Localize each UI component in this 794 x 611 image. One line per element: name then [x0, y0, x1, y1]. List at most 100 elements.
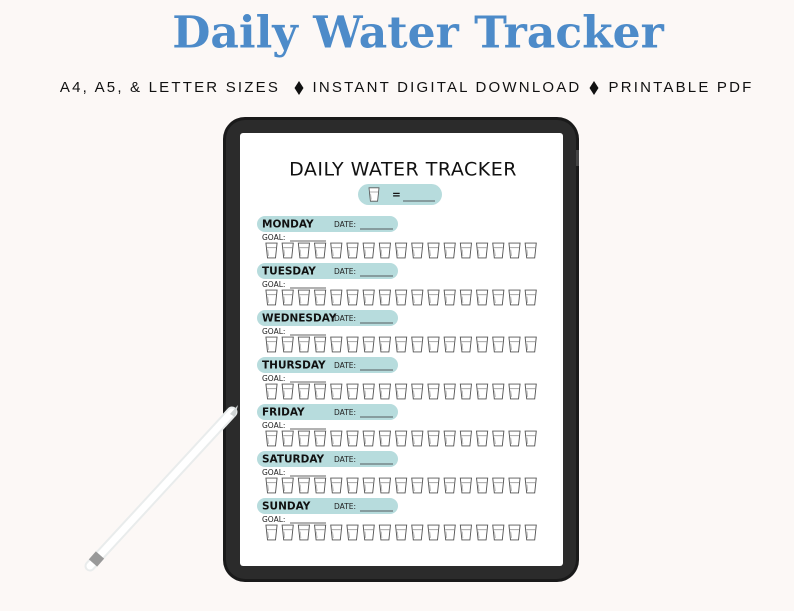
glass-icon — [346, 289, 359, 306]
day-pill — [257, 310, 398, 326]
pencil — [84, 405, 238, 572]
glass-icon — [362, 383, 375, 400]
goal-label: GOAL: — [262, 233, 285, 242]
glass-icon — [281, 289, 294, 306]
glass-icon — [346, 477, 359, 494]
day-name: SATURDAY — [262, 454, 324, 466]
glass-icon — [395, 336, 408, 353]
glass-icon — [492, 430, 505, 447]
glass-icon — [346, 336, 359, 353]
glass-icon — [330, 336, 343, 353]
glass-icon — [297, 289, 310, 306]
glass-icon — [492, 524, 505, 541]
glass-icon — [330, 289, 343, 306]
glass-icon — [411, 336, 424, 353]
glass-icon — [330, 524, 343, 541]
glass-icon — [476, 524, 489, 541]
day-pill — [257, 216, 398, 232]
glass-icon — [459, 383, 472, 400]
glass-icon — [395, 289, 408, 306]
diamond — [589, 81, 599, 95]
glass-icon — [476, 289, 489, 306]
glass-icon — [411, 289, 424, 306]
day-pill — [257, 404, 398, 420]
glass-icon — [427, 524, 440, 541]
glass-icon — [314, 336, 327, 353]
glass-icon — [459, 289, 472, 306]
glass-icon — [427, 336, 440, 353]
header-title: Daily Water Tracker — [172, 8, 664, 59]
glass-icon — [443, 242, 456, 259]
glass-icon — [330, 242, 343, 259]
day-list: MONDAY DATE: GOAL: TUESDAY DATE: GOAL: WEDNESD… — [257, 216, 537, 541]
glass-icon — [443, 289, 456, 306]
glass-icon — [443, 336, 456, 353]
glass-icon — [524, 477, 537, 494]
glass-icon — [362, 430, 375, 447]
glass-icon — [362, 289, 375, 306]
glass-icon — [314, 524, 327, 541]
glass-icon — [524, 383, 537, 400]
glass-icon — [411, 524, 424, 541]
feature: INSTANT DIGITAL DOWNLOAD — [313, 79, 582, 96]
glass-icon — [378, 524, 391, 541]
day-name: FRIDAY — [262, 407, 305, 419]
glass-icon — [492, 289, 505, 306]
glass-icon — [508, 242, 521, 259]
glass-icon — [524, 430, 537, 447]
glass-icon — [281, 477, 294, 494]
glass-icon — [330, 477, 343, 494]
glass-icon — [524, 524, 537, 541]
glass-icon — [476, 242, 489, 259]
date-label: DATE: — [334, 455, 356, 464]
glass-icon — [281, 242, 294, 259]
equals: = — [392, 189, 401, 201]
glass-icon — [459, 477, 472, 494]
glass-icon — [281, 430, 294, 447]
glass-icon — [492, 242, 505, 259]
glass-icon — [443, 430, 456, 447]
glass-icon — [297, 336, 310, 353]
glass-icon — [411, 430, 424, 447]
goal-label: GOAL: — [262, 327, 285, 336]
glass-icon — [508, 477, 521, 494]
day-name: MONDAY — [262, 219, 314, 231]
glass-icon — [297, 430, 310, 447]
glass-icon — [368, 187, 380, 202]
goal-label: GOAL: — [262, 468, 285, 477]
glass-icon — [411, 477, 424, 494]
tracker-title: DAILY WATER TRACKER — [289, 159, 517, 181]
glass-icon — [314, 242, 327, 259]
glass-icon — [378, 242, 391, 259]
glass-icon — [297, 383, 310, 400]
glass-icon — [395, 242, 408, 259]
glass-icon — [297, 524, 310, 541]
glass-icon — [492, 383, 505, 400]
date-label: DATE: — [334, 408, 356, 417]
glass-icon — [443, 477, 456, 494]
date-label: DATE: — [334, 361, 356, 370]
goal-label: GOAL: — [262, 421, 285, 430]
day-pill — [257, 263, 398, 279]
glass-icon — [362, 524, 375, 541]
glass-icon — [281, 336, 294, 353]
feature: PRINTABLE PDF — [608, 79, 753, 96]
day-pill — [257, 357, 398, 373]
glass-icon — [508, 383, 521, 400]
glass-icon — [314, 477, 327, 494]
date-label: DATE: — [334, 314, 356, 323]
day-name: THURSDAY — [262, 360, 326, 372]
glass-icon — [492, 336, 505, 353]
glass-icon — [459, 430, 472, 447]
day-name: SUNDAY — [262, 501, 311, 513]
glass-icon — [362, 477, 375, 494]
feature: A4, A5, & LETTER SIZES — [60, 79, 280, 96]
glass-icon — [265, 289, 278, 306]
glass-icon — [362, 242, 375, 259]
glass-icon — [378, 477, 391, 494]
glass-icon — [476, 336, 489, 353]
glass-icon — [427, 242, 440, 259]
glass-icon — [346, 430, 359, 447]
date-label: DATE: — [334, 502, 356, 511]
